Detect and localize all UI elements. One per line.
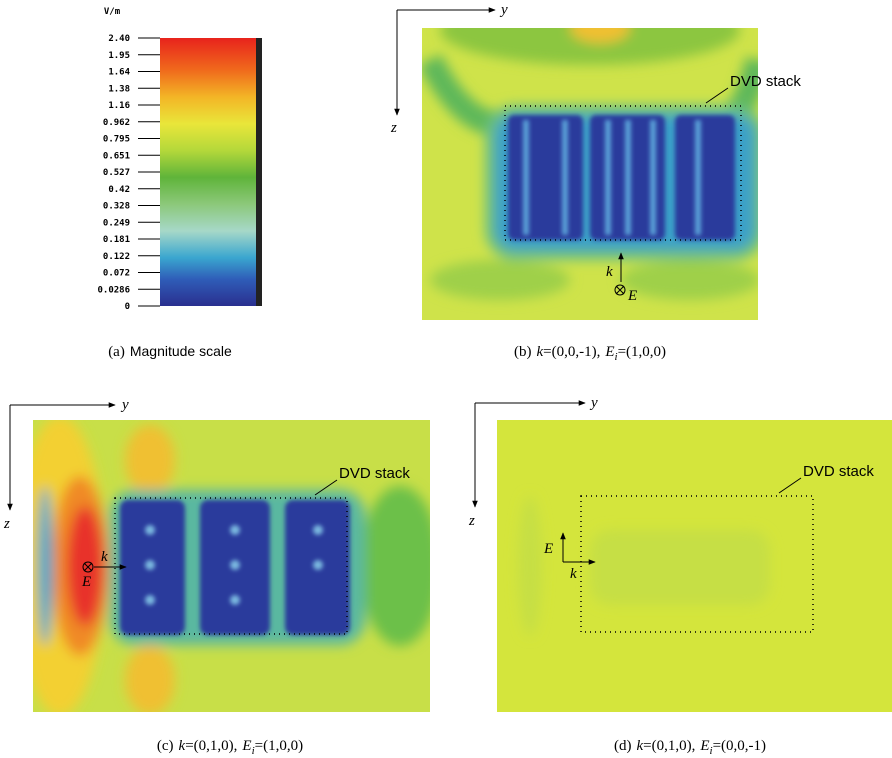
- colorbar-gradient: [160, 38, 256, 306]
- colorbar-label: 0.072: [103, 269, 130, 279]
- colorbar: V/m 2.40 1.95 1.64 1.38 1.16 0.962 0.795 0.651 0…: [97, 7, 262, 312]
- colorbar-label: 0.328: [103, 202, 130, 212]
- colorbar-label: 0.962: [103, 118, 130, 128]
- caption-part: k: [636, 738, 643, 754]
- stack-outline: [580, 495, 814, 633]
- caption-part: (c): [157, 738, 174, 754]
- axis-label: z: [390, 120, 397, 136]
- caption-part: =(0,0,-1): [713, 738, 766, 754]
- leader: [705, 87, 729, 104]
- colorbar-label: 1.16: [108, 101, 130, 111]
- colorbar-label: 1.95: [108, 51, 130, 61]
- e-label: E: [81, 574, 91, 590]
- caption-part: =(0,0,-1),: [543, 344, 600, 360]
- colorbar-label: 0.527: [103, 168, 130, 178]
- colorbar-label: 2.40: [108, 34, 130, 44]
- colorbar-label: 0.181: [103, 235, 130, 245]
- caption-part: E: [604, 344, 614, 360]
- colorbar-label: 0.0286: [97, 285, 130, 295]
- axis-label: z: [468, 513, 475, 529]
- k-label: k: [606, 264, 613, 280]
- e-label: E: [627, 288, 637, 304]
- annotation: DVD stack: [339, 465, 410, 482]
- colorbar-unit: V/m: [104, 7, 121, 17]
- e-label: E: [543, 541, 553, 557]
- caption-part: i: [252, 745, 255, 757]
- caption: (b) k=(0,0,-1), Ei=(1,0,0): [514, 344, 666, 363]
- caption: (c) k=(0,1,0), Ei=(1,0,0): [157, 738, 303, 757]
- k-label: k: [101, 549, 108, 565]
- caption-part: E: [241, 738, 251, 754]
- colorbar-label: 0.651: [103, 151, 130, 161]
- axis-label: y: [589, 395, 598, 411]
- colorbar-label: 0.795: [103, 135, 130, 145]
- caption-part: (d): [614, 738, 632, 754]
- caption-part: =(0,1,0),: [185, 738, 237, 754]
- axis-label: y: [120, 397, 129, 413]
- colorbar-label: 0.122: [103, 252, 130, 262]
- stack-outline: [114, 497, 348, 635]
- colorbar-label: 1.38: [108, 84, 130, 94]
- k-label: k: [570, 566, 577, 582]
- caption-part: =(1,0,0): [255, 738, 303, 754]
- field-map-c: [33, 420, 430, 712]
- annotation: DVD stack: [803, 463, 874, 480]
- caption: (d) k=(0,1,0), Ei=(0,0,-1): [614, 738, 766, 757]
- caption-part: i: [615, 351, 618, 363]
- annotation: DVD stack: [730, 73, 801, 90]
- caption-part: i: [710, 745, 713, 757]
- colorbar-edge: [256, 38, 262, 306]
- axis-label: y: [499, 2, 508, 18]
- axis-label: z: [3, 516, 10, 532]
- caption: (a) Magnitude scale: [108, 343, 232, 360]
- colorbar-label: 0.42: [108, 185, 130, 195]
- caption-part: E: [699, 738, 709, 754]
- caption-part: =(0,1,0),: [643, 738, 695, 754]
- field-map-d: [497, 420, 892, 712]
- caption-part: k: [179, 738, 186, 754]
- colorbar-label: 0: [125, 302, 130, 312]
- field-map-b: [422, 28, 758, 320]
- colorbar-label: 0.249: [103, 218, 130, 228]
- caption-part: k: [536, 344, 543, 360]
- colorbar-label: 1.64: [108, 68, 130, 78]
- caption-part: (b): [514, 344, 532, 360]
- e-symbol: [614, 284, 626, 296]
- caption-part: =(1,0,0): [618, 344, 666, 360]
